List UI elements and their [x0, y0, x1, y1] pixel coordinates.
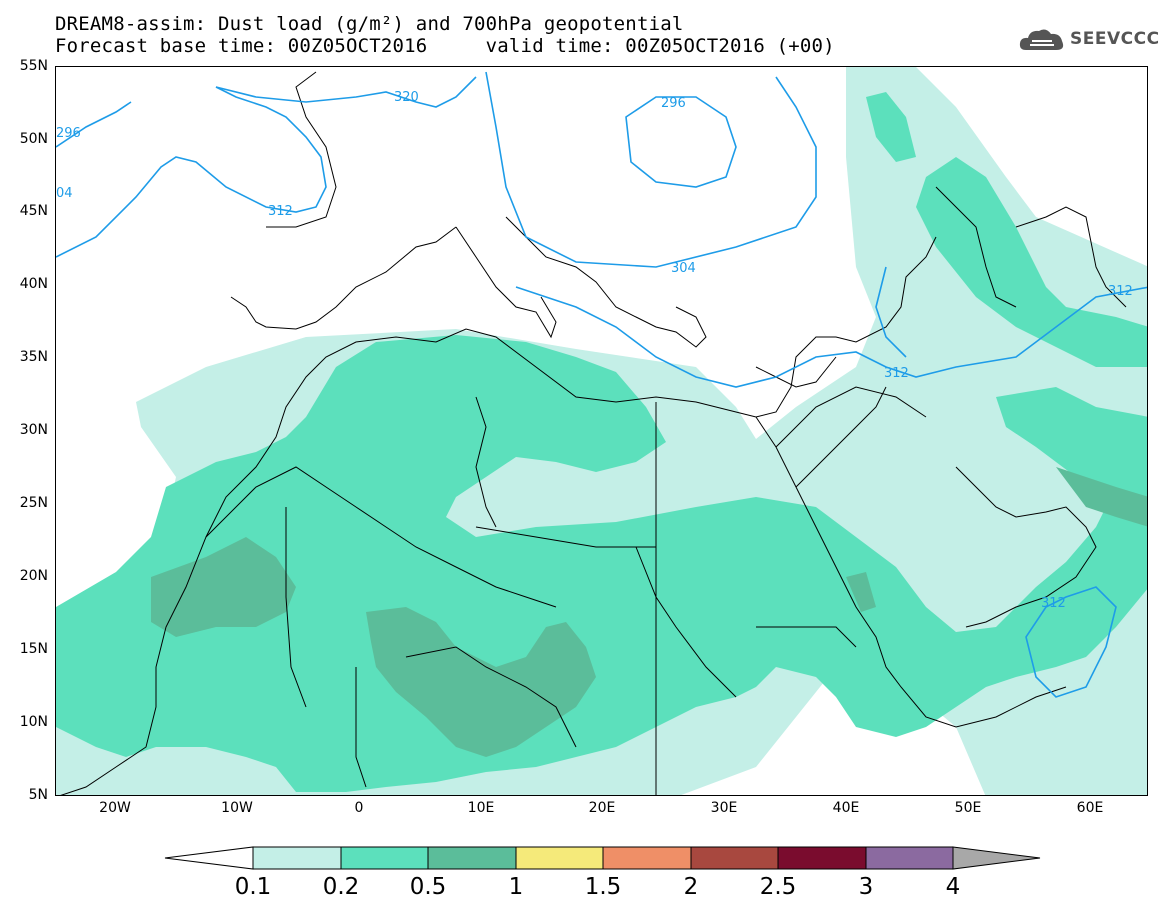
- lon-label-40e: 40E: [832, 800, 860, 816]
- lat-label-50n: 50N: [19, 131, 48, 147]
- lat-label-45n: 45N: [19, 203, 48, 219]
- colorbar-label: 3: [858, 874, 874, 900]
- lon-label-20w: 20W: [99, 800, 131, 816]
- cloud-icon: [1019, 29, 1064, 50]
- colorbar-swatch: [602, 846, 692, 870]
- contour-label: 312: [884, 366, 909, 381]
- lon-label-10e: 10E: [467, 800, 495, 816]
- contour-label: 304: [671, 261, 696, 276]
- lat-label-5n: 5N: [28, 787, 48, 803]
- contour-labels: 320 296 296 04 312 304 312 312 312: [56, 90, 1133, 611]
- colorbar-swatch: [252, 846, 342, 870]
- contour-label: 312: [1041, 596, 1066, 611]
- colorbar-label: 1: [508, 874, 524, 900]
- colorbar-label: 0.1: [234, 874, 272, 900]
- lon-label-30e: 30E: [710, 800, 738, 816]
- lon-label-50e: 50E: [954, 800, 982, 816]
- colorbar-swatch: [515, 846, 604, 870]
- contour-label: 296: [56, 126, 81, 141]
- map-frame: 320 296 296 04 312 304 312 312 312: [55, 66, 1148, 796]
- logo-text: SEEVCCC: [1070, 29, 1160, 49]
- lat-label-20n: 20N: [19, 568, 48, 584]
- colorbar-swatch: [690, 846, 779, 870]
- dust-map: 320 296 296 04 312 304 312 312 312: [56, 67, 1147, 795]
- contour-label: 04: [56, 186, 73, 201]
- colorbar-label: 2.5: [759, 874, 797, 900]
- dust-layer-mid: [56, 92, 1147, 792]
- lat-label-40n: 40N: [19, 276, 48, 292]
- contour-label: 312: [268, 204, 293, 219]
- lon-label-10w: 10W: [221, 800, 253, 816]
- map-subtitle: Forecast base time: 00Z05OCT2016 valid t…: [55, 35, 835, 57]
- colorbar-label: 0.5: [409, 874, 447, 900]
- map-title: DREAM8-assim: Dust load (g/m²) and 700hP…: [55, 13, 684, 35]
- lat-label-15n: 15N: [19, 641, 48, 657]
- dust-layer-dark: [151, 467, 1147, 757]
- colorbar-swatch-low: [164, 846, 254, 870]
- contour-label: 320: [394, 90, 419, 105]
- colorbar-label: 1.5: [584, 874, 622, 900]
- colorbar-label: 0.2: [322, 874, 360, 900]
- lat-label-25n: 25N: [19, 495, 48, 511]
- seevccc-logo: SEEVCCC: [1018, 26, 1160, 52]
- contour-label: 312: [1108, 284, 1133, 299]
- lat-label-35n: 35N: [19, 349, 48, 365]
- colorbar-swatch: [427, 846, 517, 870]
- lon-label-20e: 20E: [588, 800, 616, 816]
- colorbar-label: 2: [683, 874, 699, 900]
- coastlines: [60, 71, 1127, 795]
- lat-label-10n: 10N: [19, 714, 48, 730]
- colorbar-swatch-high: [952, 846, 1041, 870]
- colorbar-swatch: [865, 846, 954, 870]
- lat-label-30n: 30N: [19, 422, 48, 438]
- contour-label: 296: [661, 96, 686, 111]
- colorbar-swatch: [777, 846, 867, 870]
- geopotential-contours: [56, 71, 1147, 698]
- colorbar-swatch: [340, 846, 429, 870]
- lat-label-55n: 55N: [19, 58, 48, 74]
- lon-label-0: 0: [354, 800, 364, 816]
- lon-label-60e: 60E: [1076, 800, 1104, 816]
- colorbar-label: 4: [945, 874, 961, 900]
- colorbar: [164, 846, 1041, 870]
